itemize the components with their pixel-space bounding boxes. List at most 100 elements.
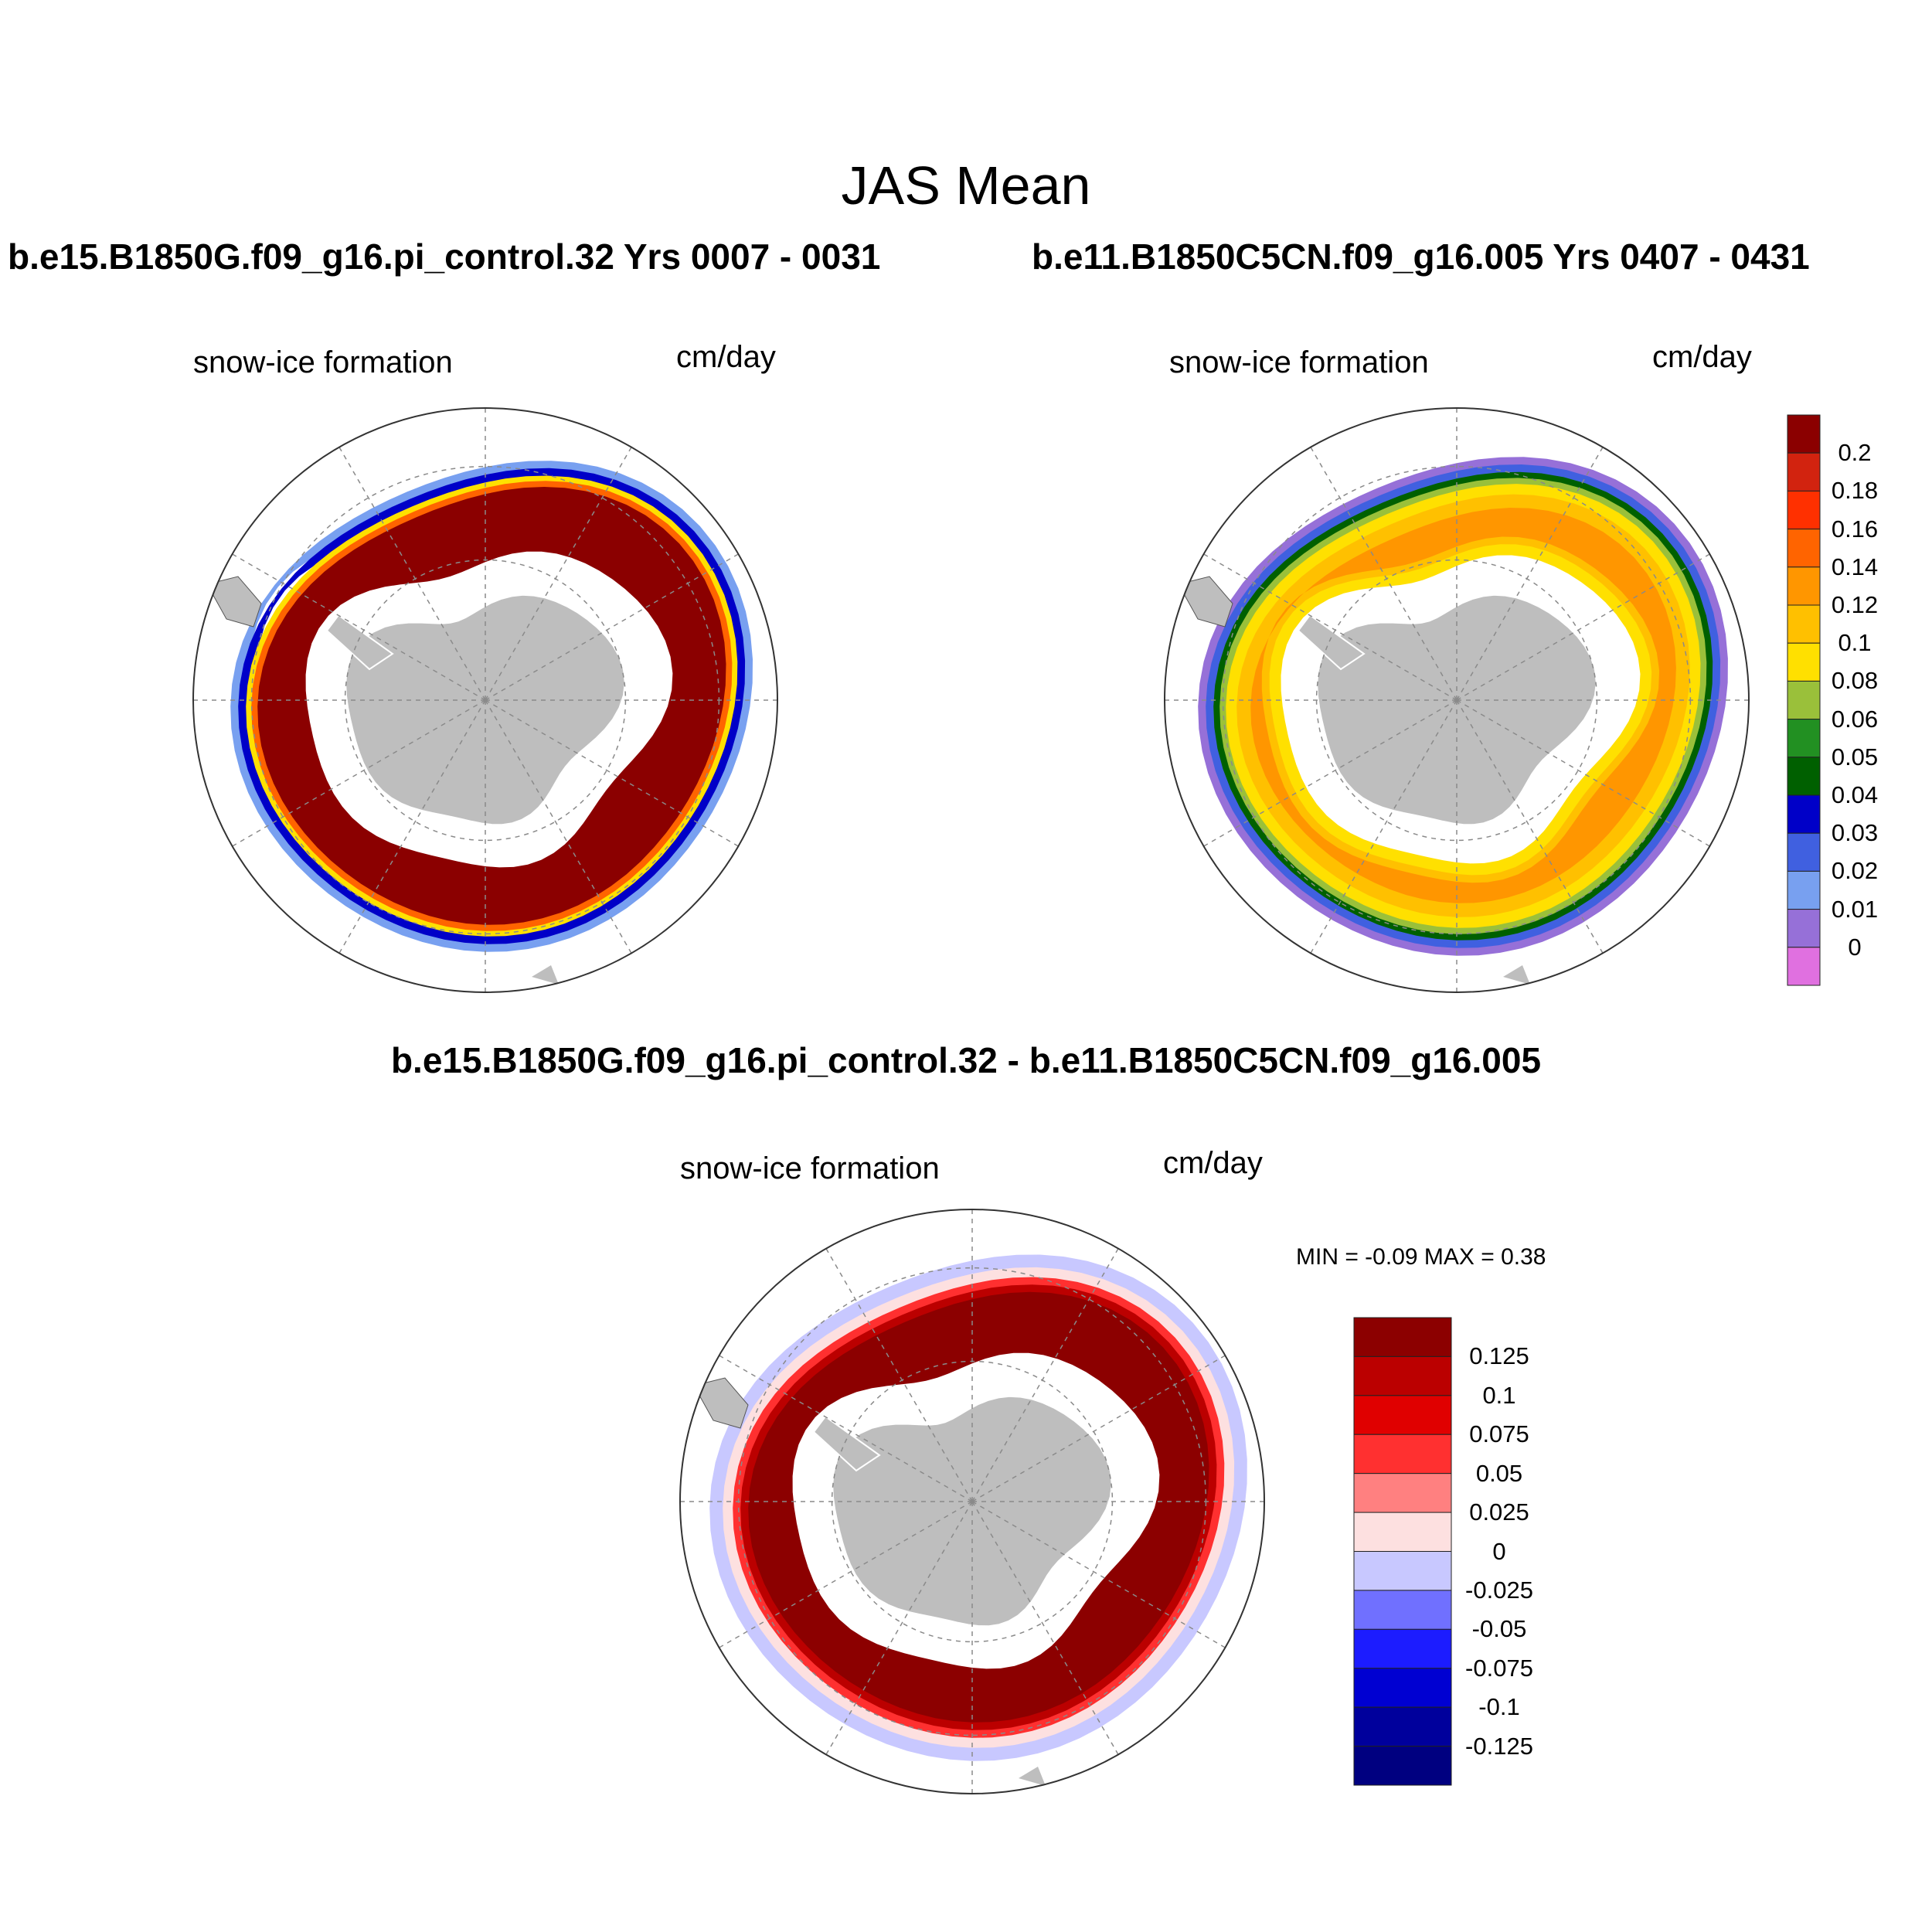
diff-new-zealand xyxy=(1019,1767,1046,1786)
right-latitude-circle-inner xyxy=(1315,559,1598,842)
absolute-colorbar-box-7 xyxy=(1787,680,1821,720)
right-meridian-1 xyxy=(1456,699,1710,847)
diff-south-america xyxy=(693,1377,749,1429)
difference-colorbar-tick-label: -0.025 xyxy=(1465,1576,1533,1604)
diff-meridian-4 xyxy=(825,1501,973,1755)
diff-meridian-2 xyxy=(971,1501,1119,1755)
difference-colorbar-tick-label: 0.075 xyxy=(1469,1420,1529,1448)
difference-colorbar-box-8 xyxy=(1353,1628,1452,1669)
difference-colorbar-box-11 xyxy=(1353,1746,1452,1786)
absolute-colorbar-tick-label: 0.16 xyxy=(1831,515,1879,543)
left-meridian-7 xyxy=(232,553,486,701)
absolute-colorbar-box-12 xyxy=(1787,870,1821,910)
diff-latitude-circle-outer xyxy=(737,1267,1207,1736)
diff-map xyxy=(679,1209,1265,1794)
difference-colorbar-tick-label: 0.1 xyxy=(1482,1381,1516,1409)
right-south-america xyxy=(1178,576,1233,628)
absolute-colorbar-box-14 xyxy=(1787,947,1821,986)
right-meridian-5 xyxy=(1203,699,1458,847)
right-map xyxy=(1164,407,1750,993)
diff-meridian-7 xyxy=(719,1355,973,1502)
figure-title: JAS Mean xyxy=(841,155,1091,216)
difference-colorbar-box-7 xyxy=(1353,1590,1452,1630)
difference-min-max-label: MIN = -0.09 MAX = 0.38 xyxy=(1296,1244,1546,1270)
absolute-colorbar-box-11 xyxy=(1787,832,1821,872)
absolute-colorbar-box-4 xyxy=(1787,566,1821,606)
absolute-colorbar-tick-label: 0.04 xyxy=(1831,781,1879,808)
left-panel-units-label: cm/day xyxy=(676,340,776,374)
absolute-colorbar-box-13 xyxy=(1787,909,1821,948)
right-meridian-8 xyxy=(1310,447,1458,701)
difference-panel-units-label: cm/day xyxy=(1163,1146,1263,1180)
right-meridian-4 xyxy=(1310,699,1458,954)
absolute-colorbar-box-9 xyxy=(1787,757,1821,796)
absolute-colorbar-box-8 xyxy=(1787,719,1821,758)
absolute-colorbar-tick-label: 0.06 xyxy=(1831,705,1879,733)
right-meridian-7 xyxy=(1203,553,1458,701)
absolute-colorbar-tick-label: 0.18 xyxy=(1831,477,1879,505)
right-meridian-2 xyxy=(1456,699,1604,954)
left-latitude-circle-outer xyxy=(250,465,720,935)
difference-colorbar-tick-label: 0 xyxy=(1492,1537,1506,1565)
left-map-content xyxy=(193,408,777,992)
right-meridian-10 xyxy=(1456,447,1604,701)
difference-colorbar-box-5 xyxy=(1353,1512,1452,1553)
left-meridian-1 xyxy=(485,699,739,847)
left-meridian-8 xyxy=(338,447,486,701)
difference-colorbar-box-10 xyxy=(1353,1706,1452,1747)
difference-panel-case-title: b.e15.B1850G.f09_g16.pi_control.32 - b.e… xyxy=(390,1040,1542,1080)
absolute-colorbar-box-0 xyxy=(1787,414,1821,454)
diff-latitude-circle-inner xyxy=(831,1360,1114,1643)
left-meridian-10 xyxy=(485,447,632,701)
right-meridian-11 xyxy=(1456,553,1710,701)
left-ice-band-4 xyxy=(257,487,726,925)
difference-colorbar-box-3 xyxy=(1353,1434,1452,1475)
difference-colorbar-tick-label: -0.05 xyxy=(1471,1615,1527,1643)
diff-meridian-11 xyxy=(971,1355,1226,1502)
left-map xyxy=(192,407,778,993)
left-panel-case-title: b.e15.B1850G.f09_g16.pi_control.32 Yrs 0… xyxy=(8,236,881,277)
absolute-colorbar-tick-label: 0.05 xyxy=(1831,743,1879,770)
absolute-colorbar-box-2 xyxy=(1787,490,1821,530)
difference-colorbar-tick-label: 0.025 xyxy=(1469,1498,1529,1526)
right-map-content xyxy=(1165,408,1749,992)
diff-meridian-5 xyxy=(719,1501,973,1648)
difference-colorbar-box-9 xyxy=(1353,1668,1452,1708)
absolute-colorbar-box-3 xyxy=(1787,529,1821,568)
absolute-colorbar-tick-label: 0 xyxy=(1848,933,1862,961)
difference-colorbar-box-4 xyxy=(1353,1473,1452,1513)
diff-meridian-8 xyxy=(825,1248,973,1502)
difference-colorbar-tick-label: 0.05 xyxy=(1475,1459,1523,1487)
left-meridian-11 xyxy=(485,553,739,701)
difference-colorbar xyxy=(1353,1317,1452,1786)
right-latitude-circle-outer xyxy=(1222,465,1692,935)
right-new-zealand xyxy=(1503,965,1530,985)
absolute-colorbar-tick-label: 0.14 xyxy=(1831,553,1879,580)
right-panel-units-label: cm/day xyxy=(1652,340,1752,374)
left-meridian-5 xyxy=(232,699,486,847)
difference-colorbar-box-6 xyxy=(1353,1551,1452,1591)
left-meridian-2 xyxy=(485,699,632,954)
left-new-zealand xyxy=(532,965,559,985)
absolute-colorbar-tick-label: 0.2 xyxy=(1838,439,1872,467)
left-latitude-circle-inner xyxy=(344,559,627,842)
diff-meridian-1 xyxy=(971,1501,1226,1648)
diff-map-border xyxy=(679,1209,1265,1794)
right-map-border xyxy=(1164,407,1750,993)
diff-map-content xyxy=(680,1209,1264,1794)
difference-panel-variable-label: snow-ice formation xyxy=(680,1151,940,1185)
difference-colorbar-tick-label: -0.075 xyxy=(1465,1654,1533,1682)
diff-meridian-10 xyxy=(971,1248,1119,1502)
difference-colorbar-box-1 xyxy=(1353,1355,1452,1396)
absolute-colorbar-tick-label: 0.02 xyxy=(1831,857,1879,885)
difference-colorbar-box-0 xyxy=(1353,1317,1452,1357)
absolute-colorbar-box-10 xyxy=(1787,794,1821,834)
left-south-america xyxy=(206,576,262,628)
absolute-colorbar-tick-label: 0.01 xyxy=(1831,895,1879,923)
absolute-colorbar-tick-label: 0.12 xyxy=(1831,591,1879,618)
right-panel-case-title: b.e11.B1850C5CN.f09_g16.005 Yrs 0407 - 0… xyxy=(1032,236,1810,277)
absolute-colorbar-box-5 xyxy=(1787,604,1821,644)
absolute-colorbar-tick-label: 0.03 xyxy=(1831,819,1879,847)
right-panel-variable-label: snow-ice formation xyxy=(1169,345,1429,379)
